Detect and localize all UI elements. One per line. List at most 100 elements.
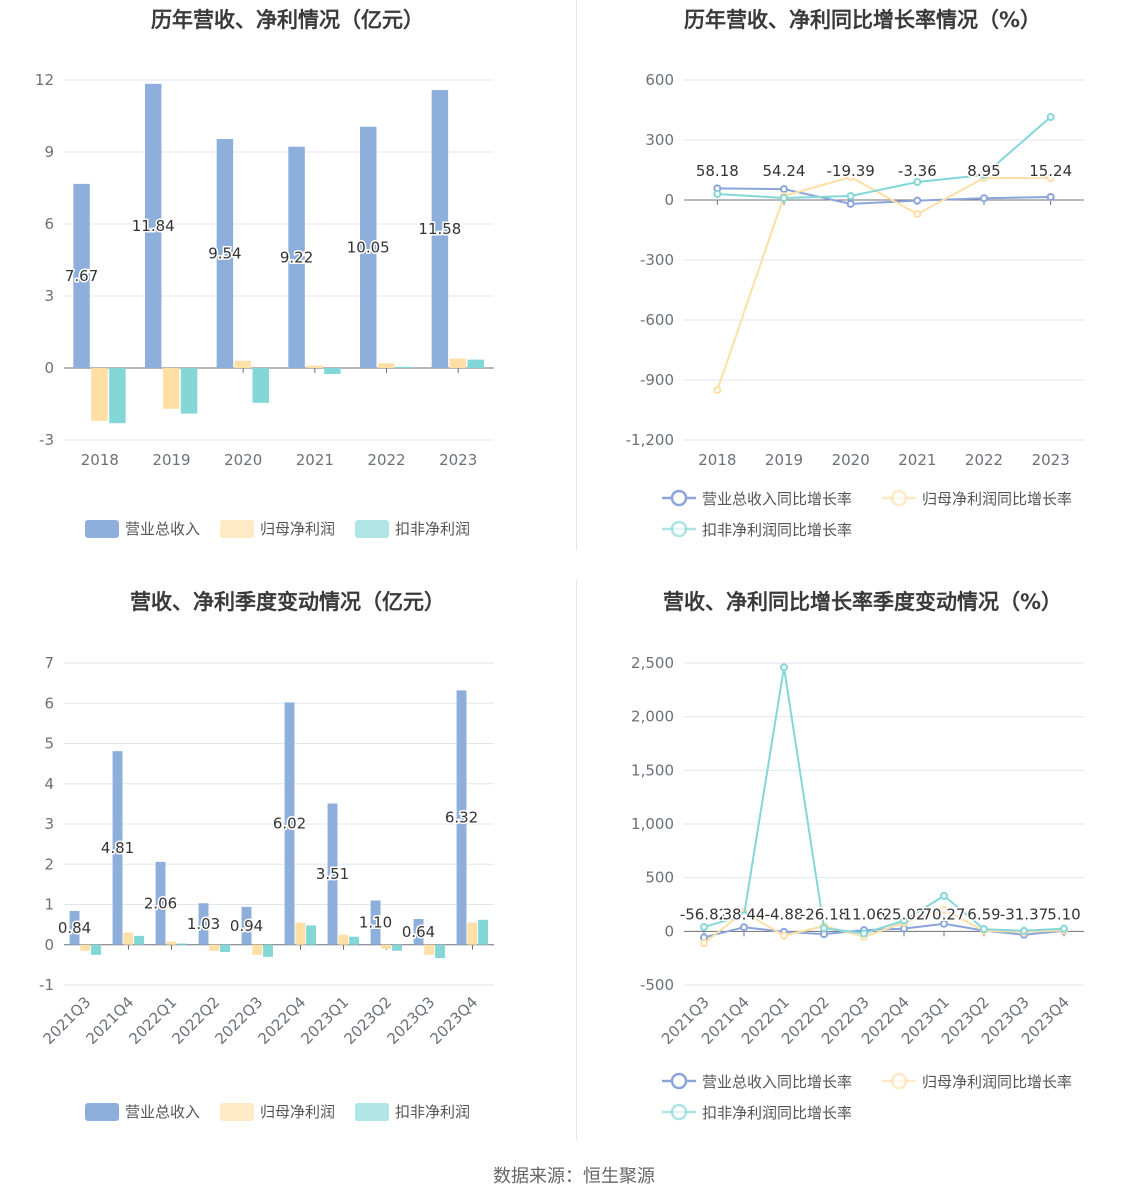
x-tick-label: 2018	[81, 451, 119, 469]
series-point	[1046, 174, 1055, 182]
bar-value-label: 10.05	[347, 238, 390, 256]
y-tick-label: 7	[44, 654, 54, 672]
y-tick-label: 1	[44, 896, 54, 914]
chart-title: 营收、净利季度变动情况（亿元）	[130, 590, 445, 614]
series-point	[700, 939, 708, 948]
point-value-label: -3.36	[898, 162, 937, 180]
y-tick-label: -300	[640, 251, 674, 269]
y-tick-label: 2,500	[631, 654, 674, 672]
bar-value-label: 11.84	[132, 217, 175, 235]
legend-swatch-marker	[890, 489, 908, 507]
series-point	[740, 911, 748, 920]
legend-label: 营业总收入	[125, 1103, 200, 1121]
series-point	[1046, 113, 1055, 121]
chart-title: 历年营收、净利情况（亿元）	[151, 8, 424, 32]
bar-deducted-profit	[478, 919, 488, 945]
bar-value-label: 7.67	[65, 267, 98, 285]
bar-revenue	[370, 900, 381, 945]
point-value-label: -31.37	[1000, 905, 1048, 923]
bar-net-profit	[338, 934, 349, 945]
bar-revenue	[216, 139, 234, 368]
bar-net-profit	[80, 944, 91, 951]
series-point	[820, 924, 828, 933]
chart-panel-annual-growth: 历年营收、净利同比增长率情况（%） -1,200 -900 -600 -300 0 300…	[577, 0, 1148, 560]
x-tick-label: 2019	[765, 451, 803, 469]
legend-swatch-marker	[670, 520, 688, 538]
bar-net-profit	[162, 368, 180, 409]
y-tick-label: -1,200	[626, 431, 674, 449]
point-value-label: 8.95	[967, 162, 1000, 180]
bar-net-profit	[306, 365, 323, 368]
series-line	[717, 116, 1052, 200]
bar-net-profit	[123, 932, 134, 945]
point-value-label: 5.10	[1047, 905, 1080, 923]
bar-value-label: 1.10	[359, 914, 392, 932]
legend-label: 营业总收入同比增长率	[702, 1073, 852, 1091]
series-point	[700, 923, 708, 932]
point-value-label: 54.24	[763, 162, 806, 180]
bar-revenue	[198, 903, 209, 945]
point-value-label: 25.02	[883, 905, 926, 923]
series-point	[846, 199, 855, 208]
y-tick-label: 0	[664, 191, 674, 209]
bar-deducted-profit	[395, 366, 413, 368]
series-point	[1046, 192, 1055, 201]
legend-swatch	[355, 520, 389, 538]
legend-label: 归母净利润同比增长率	[922, 1073, 1072, 1091]
y-tick-label: 2	[44, 855, 54, 873]
series-point	[713, 190, 722, 198]
series-point	[846, 192, 855, 200]
bar-value-label: 6.02	[273, 815, 306, 833]
y-tick-label: 1,500	[631, 761, 674, 779]
series-point	[940, 919, 948, 928]
bar-value-label: 0.64	[402, 923, 435, 941]
chart-panel-quarterly-growth: 营收、净利同比增长率季度变动情况（%） -500 0 500 1,000 1,500 2,…	[577, 580, 1148, 1150]
x-tick-label: 2020	[832, 451, 870, 469]
bar-net-profit	[381, 944, 392, 949]
bar-value-label: 0.94	[230, 917, 263, 935]
legend-label: 营业总收入同比增长率	[702, 490, 852, 508]
series-line	[703, 908, 1065, 944]
chart-quarterly-growth: -50005001,0001,5002,0002,5002021Q32021Q4…	[631, 654, 1084, 1122]
series-point	[780, 185, 788, 194]
y-tick-label: 0	[44, 936, 54, 954]
bar-revenue	[73, 183, 90, 368]
bar-deducted-profit	[467, 359, 484, 368]
y-tick-label: 6	[44, 215, 54, 233]
x-tick-label: 2023	[1032, 451, 1070, 469]
chart-title: 营收、净利同比增长率季度变动情况（%）	[662, 590, 1063, 614]
bar-revenue	[359, 126, 377, 368]
series-point	[846, 173, 855, 181]
bar-revenue	[413, 918, 424, 945]
bar-revenue	[431, 90, 449, 368]
series-point	[940, 891, 948, 900]
x-tick-label: 2022	[367, 451, 405, 469]
bar-revenue	[155, 861, 166, 945]
bar-revenue	[144, 83, 162, 368]
bar-net-profit	[234, 360, 252, 368]
bar-deducted-profit	[177, 943, 187, 945]
series-point	[860, 929, 868, 938]
bar-net-profit	[166, 941, 177, 945]
y-tick-label: -3	[39, 431, 54, 449]
legend-label: 归母净利润	[260, 1103, 335, 1121]
bar-net-profit	[424, 944, 435, 955]
y-tick-label: 12	[35, 71, 54, 89]
series-point	[780, 194, 788, 202]
bar-value-label: 11.58	[418, 220, 461, 238]
y-tick-label: 3	[44, 815, 54, 833]
series-point	[913, 178, 922, 186]
legend-swatch-marker	[670, 489, 688, 507]
legend-swatch-marker	[890, 1072, 908, 1090]
y-tick-label: -1	[39, 976, 54, 994]
legend-swatch	[85, 1103, 119, 1121]
bar-revenue	[288, 146, 305, 368]
bar-deducted-profit	[435, 944, 445, 959]
x-tick-label: 2018	[698, 451, 736, 469]
series-point	[780, 931, 788, 940]
y-tick-label: 0	[44, 359, 54, 377]
series-point	[1020, 926, 1028, 935]
bar-value-label: 3.51	[316, 865, 349, 883]
bar-revenue	[456, 690, 467, 945]
legend-swatch	[85, 520, 119, 538]
